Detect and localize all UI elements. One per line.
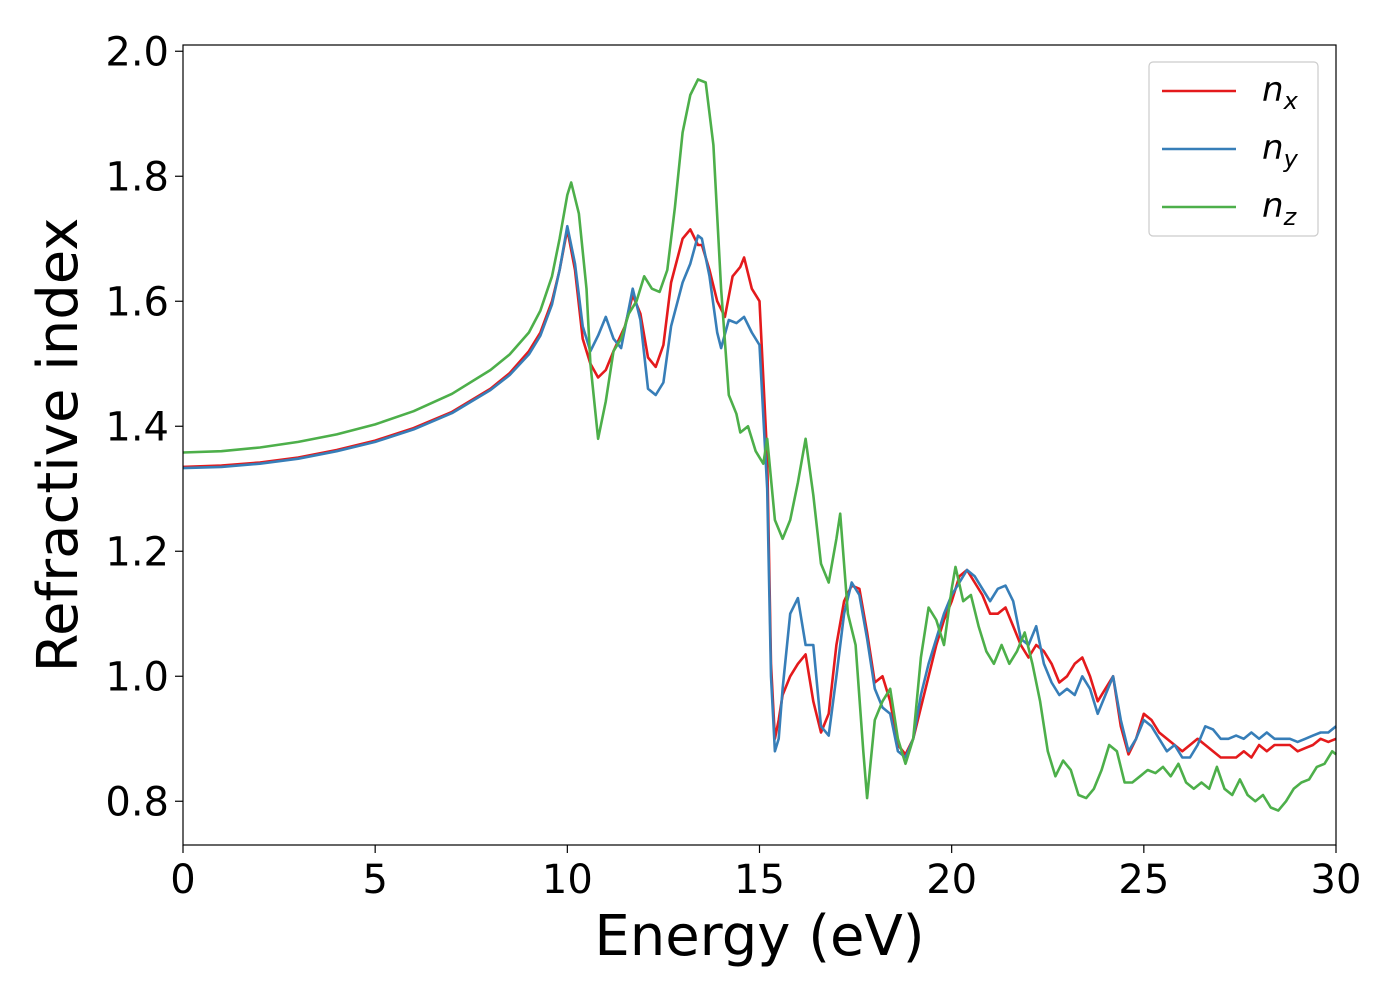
- x-tick-label: 20: [926, 857, 977, 903]
- x-tick-label: 5: [362, 857, 387, 903]
- y-axis-label: Refractive index: [26, 218, 91, 673]
- plot-area: [183, 45, 1336, 845]
- legend-label-x: nx: [1262, 70, 1299, 115]
- y-tick-label: 0.8: [105, 779, 169, 825]
- legend-label-z: nz: [1262, 186, 1298, 231]
- x-axis: 0 5 10 15 20 25 30: [170, 845, 1361, 903]
- y-tick-label: 1.4: [105, 404, 169, 450]
- y-tick-label: 2.0: [105, 29, 169, 75]
- x-tick-label: 10: [542, 857, 593, 903]
- series-line-y: [182, 224, 1337, 759]
- y-tick-label: 1.6: [105, 279, 169, 325]
- series-line-x: [182, 228, 1337, 759]
- series-layer: [182, 78, 1337, 812]
- x-tick-label: 15: [734, 857, 785, 903]
- x-tick-label: 25: [1118, 857, 1169, 903]
- legend-label-y: ny: [1262, 128, 1299, 173]
- legend: nx ny nz: [1148, 61, 1319, 237]
- y-tick-label: 1.2: [105, 529, 169, 575]
- x-tick-label: 30: [1311, 857, 1362, 903]
- x-tick-label: 0: [170, 857, 195, 903]
- series-line-z: [182, 78, 1337, 812]
- x-axis-label: Energy (eV): [594, 904, 924, 969]
- y-axis: 0.8 1.0 1.2 1.4 1.6 1.8 2.0: [105, 29, 183, 825]
- y-tick-label: 1.0: [105, 654, 169, 700]
- y-tick-label: 1.8: [105, 154, 169, 200]
